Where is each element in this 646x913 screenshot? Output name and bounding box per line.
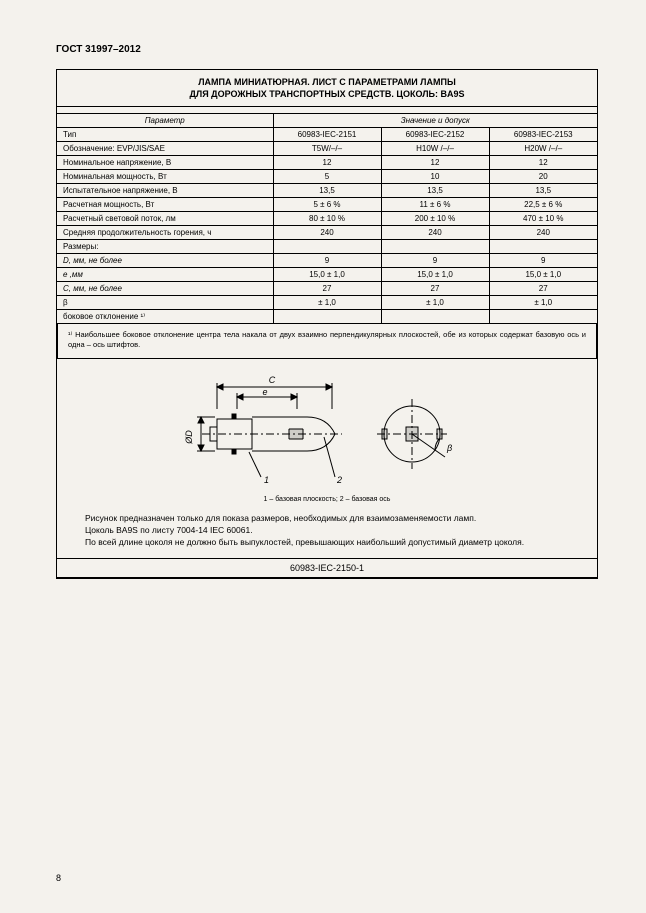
value-cell: 20 <box>489 170 597 184</box>
table-row: Расчетный световой поток, лм 80 ± 10 % 2… <box>57 212 597 226</box>
value-cell: 27 <box>273 282 381 296</box>
value-cell <box>273 240 381 254</box>
param-cell: D, мм, не более <box>57 254 273 268</box>
body-text: Рисунок предназначен только для показа р… <box>67 513 587 549</box>
table-row: Обозначение: EVP/JIS/SAE T5W/–/– H10W /–… <box>57 142 597 156</box>
value-cell: 27 <box>381 282 489 296</box>
table-row: β ± 1,0 ± 1,0 ± 1,0 <box>57 296 597 310</box>
value-cell <box>273 310 381 324</box>
value-cell: 13,5 <box>381 184 489 198</box>
lamp-diagram: C e <box>57 369 597 494</box>
param-cell: боковое отклонение ¹⁾ <box>57 310 273 324</box>
title-line-1: ЛАМПА МИНИАТЮРНАЯ. ЛИСТ С ПАРАМЕТРАМИ ЛА… <box>65 76 589 88</box>
value-cell: H10W /–/– <box>381 142 489 156</box>
col-header-value: Значение и допуск <box>273 114 597 128</box>
svg-text:2: 2 <box>336 475 342 485</box>
value-cell: 9 <box>489 254 597 268</box>
value-cell <box>489 240 597 254</box>
value-cell: H20W /–/– <box>489 142 597 156</box>
param-cell: Размеры: <box>57 240 273 254</box>
table-row: C, мм, не более 27 27 27 <box>57 282 597 296</box>
value-cell: 15,0 ± 1,0 <box>489 268 597 282</box>
table-header-row: Параметр Значение и допуск <box>57 114 597 128</box>
title-box: ЛАМПА МИНИАТЮРНАЯ. ЛИСТ С ПАРАМЕТРАМИ ЛА… <box>57 70 597 107</box>
page-number: 8 <box>56 873 61 883</box>
svg-text:C: C <box>269 375 276 385</box>
value-cell: ± 1,0 <box>273 296 381 310</box>
table-row: Расчетная мощность, Вт 5 ± 6 % 11 ± 6 % … <box>57 198 597 212</box>
table-row: Тип 60983-IEC-2151 60983-IEC-2152 60983-… <box>57 128 597 142</box>
value-cell: 240 <box>489 226 597 240</box>
param-cell: Расчетная мощность, Вт <box>57 198 273 212</box>
value-cell: 27 <box>489 282 597 296</box>
sheet-code: 60983-IEC-2150-1 <box>57 558 597 578</box>
param-cell: β <box>57 296 273 310</box>
value-cell: 240 <box>273 226 381 240</box>
page: ГОСТ 31997–2012 ЛАМПА МИНИАТЮРНАЯ. ЛИСТ … <box>0 0 646 913</box>
footnote: ¹⁾ Наибольшее боковое отклонение центра … <box>57 324 597 359</box>
svg-text:ØD: ØD <box>184 430 194 445</box>
value-cell <box>381 310 489 324</box>
title-line-2: ДЛЯ ДОРОЖНЫХ ТРАНСПОРТНЫХ СРЕДСТВ. ЦОКОЛ… <box>65 88 589 100</box>
value-cell: 12 <box>381 156 489 170</box>
content-frame: ЛАМПА МИНИАТЮРНАЯ. ЛИСТ С ПАРАМЕТРАМИ ЛА… <box>56 69 598 579</box>
body-p3: По всей длине цоколя не должно быть выпу… <box>67 537 587 549</box>
value-cell: 15,0 ± 1,0 <box>381 268 489 282</box>
value-cell: 5 ± 6 % <box>273 198 381 212</box>
value-cell: 60983-IEC-2152 <box>381 128 489 142</box>
value-cell: 22,5 ± 6 % <box>489 198 597 212</box>
value-cell: ± 1,0 <box>489 296 597 310</box>
value-cell: 13,5 <box>273 184 381 198</box>
svg-text:e: e <box>262 387 267 397</box>
value-cell: 80 ± 10 % <box>273 212 381 226</box>
param-cell: e ,мм <box>57 268 273 282</box>
svg-text:1: 1 <box>264 475 269 485</box>
param-cell: Испытательное напряжение, В <box>57 184 273 198</box>
table-row: Номинальная мощность, Вт 5 10 20 <box>57 170 597 184</box>
param-cell: Расчетный световой поток, лм <box>57 212 273 226</box>
value-cell <box>489 310 597 324</box>
value-cell: 470 ± 10 % <box>489 212 597 226</box>
lamp-diagram-svg: C e <box>177 369 477 489</box>
param-cell: C, мм, не более <box>57 282 273 296</box>
value-cell: 9 <box>273 254 381 268</box>
value-cell: 200 ± 10 % <box>381 212 489 226</box>
diagram-caption: 1 – базовая плоскость; 2 – базовая ось <box>57 496 597 503</box>
value-cell: 60983-IEC-2151 <box>273 128 381 142</box>
param-cell: Тип <box>57 128 273 142</box>
table-row: боковое отклонение ¹⁾ <box>57 310 597 324</box>
value-cell: T5W/–/– <box>273 142 381 156</box>
body-p1: Рисунок предназначен только для показа р… <box>67 513 587 525</box>
param-cell: Номинальная мощность, Вт <box>57 170 273 184</box>
value-cell: 12 <box>273 156 381 170</box>
value-cell: 9 <box>381 254 489 268</box>
value-cell: ± 1,0 <box>381 296 489 310</box>
value-cell: 240 <box>381 226 489 240</box>
value-cell: 60983-IEC-2153 <box>489 128 597 142</box>
svg-text:β: β <box>446 443 452 453</box>
value-cell: 10 <box>381 170 489 184</box>
table-row: Размеры: <box>57 240 597 254</box>
value-cell: 15,0 ± 1,0 <box>273 268 381 282</box>
value-cell <box>381 240 489 254</box>
value-cell: 12 <box>489 156 597 170</box>
param-cell: Средняя продолжительность горения, ч <box>57 226 273 240</box>
value-cell: 11 ± 6 % <box>381 198 489 212</box>
col-header-param: Параметр <box>57 114 273 128</box>
value-cell: 13,5 <box>489 184 597 198</box>
table-row: Номинальное напряжение, В 12 12 12 <box>57 156 597 170</box>
body-p2: Цоколь BA9S по листу 7004-14 IEC 60061. <box>67 525 587 537</box>
table-row: e ,мм 15,0 ± 1,0 15,0 ± 1,0 15,0 ± 1,0 <box>57 268 597 282</box>
table-row: Средняя продолжительность горения, ч 240… <box>57 226 597 240</box>
param-cell: Обозначение: EVP/JIS/SAE <box>57 142 273 156</box>
document-header: ГОСТ 31997–2012 <box>56 44 598 55</box>
table-row: Испытательное напряжение, В 13,5 13,5 13… <box>57 184 597 198</box>
table-row: D, мм, не более 9 9 9 <box>57 254 597 268</box>
parameters-table: Параметр Значение и допуск Тип 60983-IEC… <box>57 113 597 324</box>
value-cell: 5 <box>273 170 381 184</box>
param-cell: Номинальное напряжение, В <box>57 156 273 170</box>
